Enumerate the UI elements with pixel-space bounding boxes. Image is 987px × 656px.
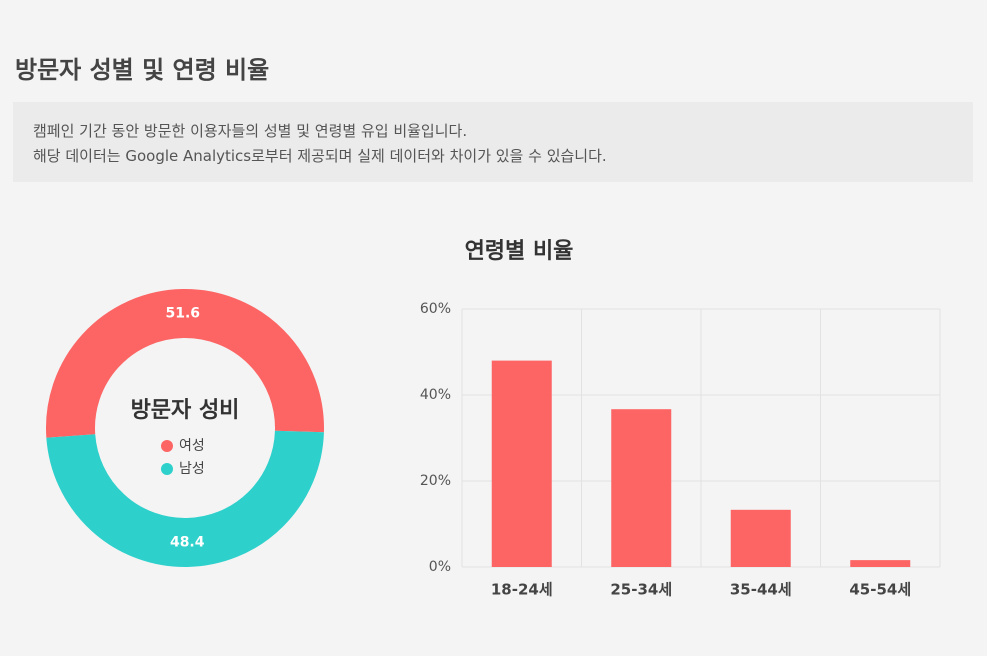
value-label: 51.6 (165, 306, 200, 322)
description-box: 캠페인 기간 동안 방문한 이용자들의 성별 및 연령별 유입 비율입니다. 해… (13, 102, 973, 182)
bar (730, 509, 791, 567)
legend-label: 여성 (179, 438, 205, 454)
chart-title: 연령별 비율 (465, 239, 574, 264)
y-tick-label: 60% (420, 301, 451, 317)
x-tick-label: 45-54세 (849, 581, 911, 599)
donut-segment (46, 430, 324, 567)
legend-marker (161, 463, 173, 475)
legend-marker (161, 440, 173, 452)
x-tick-label: 18-24세 (491, 581, 553, 599)
description-line: 캠페인 기간 동안 방문한 이용자들의 성별 및 연령별 유입 비율입니다. (33, 122, 468, 140)
donut-segment (46, 289, 324, 438)
y-tick-label: 40% (420, 387, 451, 403)
donut-title: 방문자 성비 (131, 398, 240, 423)
y-tick-label: 20% (420, 473, 451, 489)
legend-label: 남성 (179, 461, 205, 477)
x-tick-label: 35-44세 (730, 581, 792, 599)
bar (611, 409, 672, 567)
x-tick-label: 25-34세 (610, 581, 672, 599)
bar (850, 560, 911, 567)
value-label: 48.4 (170, 534, 205, 550)
description-line: 해당 데이터는 Google Analytics로부터 제공되며 실제 데이터와… (33, 147, 607, 165)
bar (491, 360, 552, 567)
y-tick-label: 0% (429, 559, 451, 575)
page-title: 방문자 성별 및 연령 비율 (15, 56, 270, 84)
